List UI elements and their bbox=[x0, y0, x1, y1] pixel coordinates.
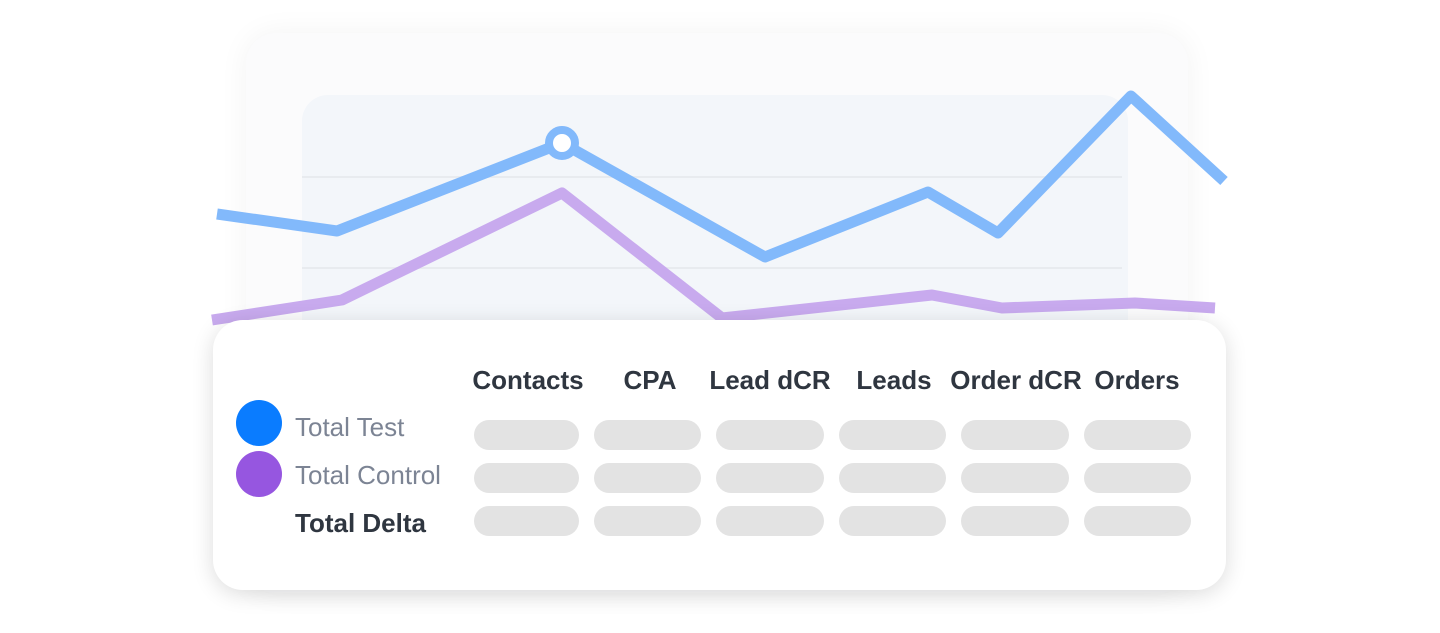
column-header-leads: Leads bbox=[856, 365, 932, 395]
value-placeholder bbox=[1084, 463, 1191, 493]
series-total-control-line bbox=[211, 187, 1216, 326]
value-placeholder bbox=[716, 506, 824, 536]
column-header-contacts: Contacts bbox=[472, 365, 584, 395]
grid-line bbox=[302, 176, 1122, 178]
row-label-total-test: Total Test bbox=[295, 412, 405, 442]
column-header-orders: Orders bbox=[1094, 365, 1180, 395]
value-placeholder bbox=[594, 420, 701, 450]
value-placeholder bbox=[1084, 506, 1191, 536]
value-placeholder bbox=[716, 420, 824, 450]
value-placeholder bbox=[839, 420, 946, 450]
highlight-point[interactable] bbox=[545, 126, 579, 160]
value-placeholder bbox=[474, 506, 579, 536]
row-label-total-control: Total Control bbox=[295, 460, 441, 490]
value-placeholder bbox=[839, 463, 946, 493]
value-placeholder bbox=[961, 506, 1069, 536]
value-placeholder bbox=[716, 463, 824, 493]
value-placeholder bbox=[594, 506, 701, 536]
value-placeholder bbox=[961, 463, 1069, 493]
value-placeholder bbox=[961, 420, 1069, 450]
column-header-lead-dcr: Lead dCR bbox=[709, 365, 831, 395]
legend-dot-total-test bbox=[236, 400, 282, 446]
comparison-table-card bbox=[213, 320, 1226, 590]
value-placeholder bbox=[474, 463, 579, 493]
legend-dot-total-control bbox=[236, 451, 282, 497]
series-total-test-line bbox=[216, 90, 1228, 263]
column-header-order-dcr: Order dCR bbox=[950, 365, 1082, 395]
value-placeholder bbox=[839, 506, 946, 536]
grid-line bbox=[302, 267, 1122, 269]
value-placeholder bbox=[594, 463, 701, 493]
column-header-cpa: CPA bbox=[623, 365, 677, 395]
row-label-total-delta: Total Delta bbox=[295, 508, 426, 538]
value-placeholder bbox=[474, 420, 579, 450]
value-placeholder bbox=[1084, 420, 1191, 450]
